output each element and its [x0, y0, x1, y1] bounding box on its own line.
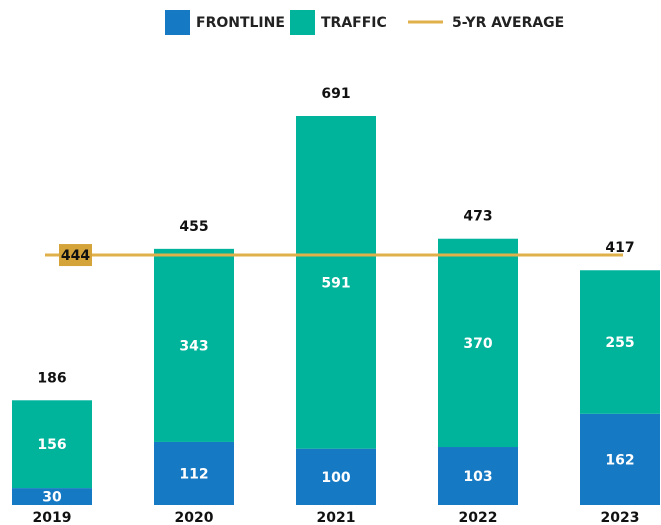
total-label: 691 [321, 86, 350, 102]
x-tick-label: 2022 [459, 510, 498, 525]
total-label: 417 [605, 240, 634, 256]
total-label: 455 [179, 219, 208, 235]
average-label-box [59, 244, 92, 267]
segment-label: 343 [179, 338, 208, 354]
legend-label: FRONTLINE [196, 15, 285, 31]
total-label: 186 [37, 370, 66, 386]
legend-label: TRAFFIC [321, 15, 387, 31]
bar-segment [154, 441, 234, 505]
segment-label: 162 [605, 452, 634, 468]
legend-swatch [290, 10, 315, 35]
segment-label: 591 [321, 275, 350, 291]
segment-label: 255 [605, 335, 634, 351]
bar-segment [438, 447, 518, 505]
x-tick-label: 2023 [601, 510, 640, 525]
segment-label: 100 [321, 470, 350, 486]
segment-label: 30 [42, 490, 62, 506]
legend-swatch [165, 10, 190, 35]
bar-segment [296, 448, 376, 505]
x-tick-label: 2020 [175, 510, 214, 525]
bar-segment [296, 116, 376, 449]
segment-label: 112 [179, 466, 208, 482]
bar-segment [580, 413, 660, 505]
segment-label: 156 [37, 437, 66, 453]
bar-segment [438, 238, 518, 448]
x-tick-label: 2019 [33, 510, 72, 525]
bar-segment [154, 248, 234, 442]
bar-segment [12, 488, 92, 505]
segment-label: 103 [463, 469, 492, 485]
bar-segment [580, 270, 660, 414]
average-label: 444 [61, 248, 90, 264]
legend-label: 5-YR AVERAGE [452, 15, 564, 31]
total-label: 473 [463, 209, 492, 225]
bar-segment [12, 400, 92, 489]
segment-label: 370 [463, 336, 492, 352]
x-tick-label: 2021 [317, 510, 356, 525]
